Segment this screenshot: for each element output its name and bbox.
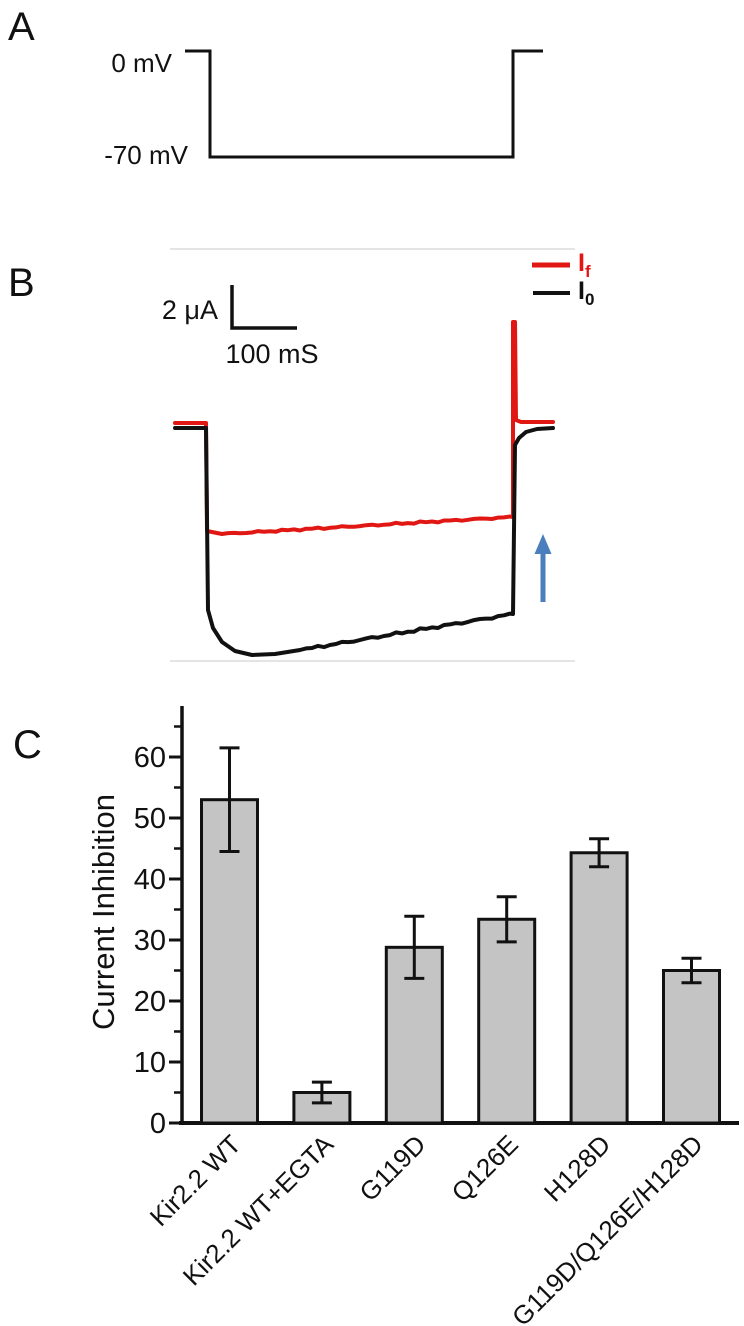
y-tick-label: 40 <box>134 864 166 896</box>
y-tick-label: 0 <box>150 1108 166 1140</box>
time-scale-label: 100 mS <box>225 339 319 369</box>
holding-potential-label: 0 mV <box>111 48 172 78</box>
current-scale-label: 2 μA <box>161 295 218 325</box>
bar <box>200 798 259 1125</box>
voltage-protocol-trace <box>185 49 543 159</box>
trace-i0 <box>173 426 555 657</box>
legend-label-i0: I0 <box>578 278 594 309</box>
legend-if-symbol: I <box>578 249 585 277</box>
panel-c-label: C <box>13 723 42 767</box>
current-traces <box>173 320 555 657</box>
y-tick-label: 60 <box>134 742 166 774</box>
y-tick-label: 50 <box>134 803 166 835</box>
legend-i0-subscript: 0 <box>584 290 595 309</box>
scale-bar <box>230 285 297 330</box>
bar <box>662 969 721 1125</box>
y-tick-label: 30 <box>134 925 166 957</box>
legend-if-subscript: f <box>584 262 591 281</box>
panel-a-label: A <box>8 5 35 49</box>
x-category-label: G119D <box>353 1129 431 1207</box>
trace-if <box>173 320 555 536</box>
up-arrow-icon <box>534 534 552 602</box>
x-category-label: H128D <box>538 1129 616 1207</box>
step-potential-label: -70 mV <box>104 140 188 170</box>
y-axis-title: Current Inhibition <box>86 794 121 1030</box>
panel-b-label: B <box>8 261 35 305</box>
y-tick-label: 20 <box>134 986 166 1018</box>
x-category-label: Q126E <box>445 1129 523 1207</box>
legend-label-if: If <box>578 250 591 281</box>
bar <box>569 851 629 1125</box>
legend-i0-symbol: I <box>578 277 585 305</box>
bar <box>477 917 537 1125</box>
y-tick-label: 10 <box>134 1047 166 1079</box>
